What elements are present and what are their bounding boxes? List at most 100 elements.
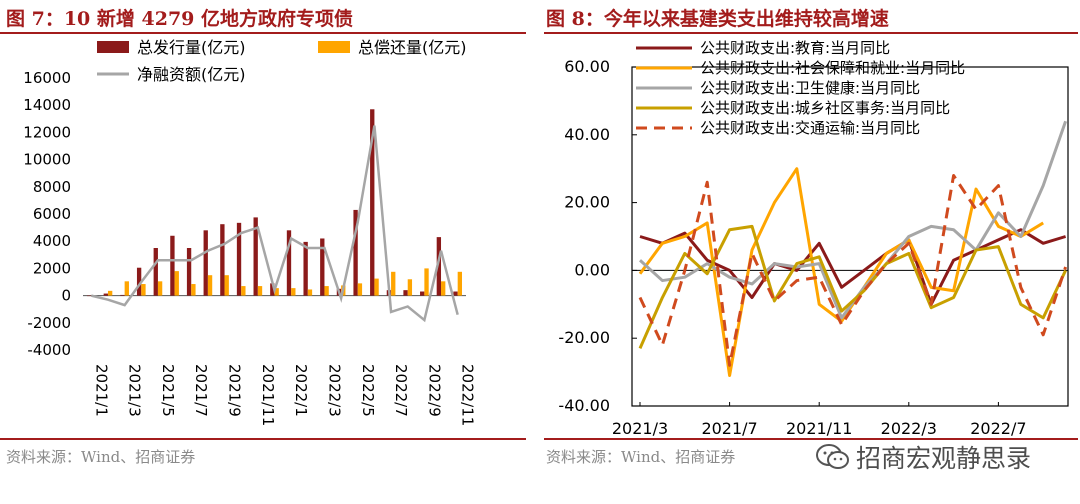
right-chart-title: 图 8：今年以来基建类支出维持较高增速 <box>546 8 889 30</box>
left-bottom-rule <box>0 438 526 440</box>
series-line <box>638 173 1068 367</box>
series-line <box>639 228 1067 306</box>
x-tick-label: 2021/11 <box>786 419 852 438</box>
y-tick-label: 2000 <box>33 259 71 277</box>
line-chart: -40.00 -20.00 0.00 20.00 40.00 60.00 2021/3 202… <box>558 39 1069 438</box>
x-tick-label: 2022/9 <box>425 364 443 417</box>
x-tick-label: 2021/3 <box>126 364 144 417</box>
right-title-rule <box>544 32 1078 34</box>
y-tick-label: -4000 <box>27 341 71 359</box>
bar-total-issuance <box>403 290 408 296</box>
x-tick-label: 2022/11 <box>459 364 477 426</box>
bar-total-repayment <box>124 281 129 296</box>
y-tick-label: -40.00 <box>558 396 610 415</box>
bar-total-repayment <box>391 271 396 296</box>
bar-total-repayment <box>274 288 279 296</box>
bar-total-repayment <box>141 284 146 296</box>
left-chart-title: 图 7：10 新增 4279 亿地方政府专项债 <box>6 8 354 30</box>
x-tick-label: 2022/3 <box>325 364 343 417</box>
bar-total-issuance <box>286 230 292 296</box>
bar-total-repayment <box>257 286 263 296</box>
x-tick-label: 2021/9 <box>226 364 244 417</box>
left-title-rule <box>0 32 526 34</box>
bar-total-issuance <box>270 283 275 296</box>
y-tick-label: 20.00 <box>564 193 610 212</box>
legend-label: 总发行量(亿元) <box>137 38 246 57</box>
bar-total-issuance <box>320 238 325 296</box>
bar-total-issuance <box>170 235 175 296</box>
bar-total-issuance <box>236 222 242 296</box>
bar-total-repayment <box>324 286 329 296</box>
legend-label: 公共财政支出:社会保障和就业:当月同比 <box>700 59 965 77</box>
bar-total-repayment <box>157 281 163 296</box>
bar-total-issuance <box>353 209 358 296</box>
x-tick-label: 2021/1 <box>92 364 110 417</box>
x-tick-label: 2022/7 <box>392 364 410 417</box>
bar-total-issuance <box>253 217 258 296</box>
bar-total-repayment <box>307 289 313 296</box>
bar-total-repayment <box>191 284 196 296</box>
y-tick-label: 0.00 <box>574 260 610 279</box>
legend-label: 净融资额(亿元) <box>137 65 246 84</box>
legend-swatch <box>318 41 350 53</box>
legend-label: 公共财政支出:教育:当月同比 <box>700 39 890 57</box>
y-tick-label: 6000 <box>33 205 71 223</box>
x-tick-label: 2021/7 <box>192 364 210 417</box>
legend-label: 公共财政支出:城乡社区事务:当月同比 <box>700 99 950 117</box>
watermark-text: 招商宏观静思录 <box>856 444 1032 473</box>
y-tick-label: 8000 <box>33 178 71 196</box>
bar-total-repayment <box>241 286 246 296</box>
watermark: 招商宏观静思录 <box>816 440 1078 474</box>
wechat-icon <box>816 444 849 469</box>
bar-total-issuance <box>303 241 308 296</box>
bar-total-issuance <box>103 293 108 296</box>
series-line <box>638 167 1044 377</box>
bar-total-repayment <box>207 275 213 296</box>
bar-total-repayment <box>407 279 413 296</box>
bar-total-repayment <box>291 288 296 296</box>
y-tick-label: 14000 <box>23 96 71 114</box>
x-tick-label: 2022/1 <box>292 364 310 417</box>
x-tick-label: 2021/3 <box>612 419 668 438</box>
series-line <box>638 120 1068 320</box>
bar-total-issuance <box>153 248 158 296</box>
y-tick-label: 0 <box>61 287 71 305</box>
y-tick-label: 16000 <box>23 69 71 87</box>
x-tick-label: 2021/5 <box>159 364 177 417</box>
legend-label: 公共财政支出:交通运输:当月同比 <box>700 119 920 137</box>
bar-total-issuance <box>203 230 208 296</box>
x-tick-label: 2022/5 <box>359 364 377 417</box>
y-tick-label: 12000 <box>23 123 71 141</box>
series-line <box>638 224 1067 349</box>
x-tick-label: 2021/11 <box>259 364 277 426</box>
bar-total-issuance <box>86 295 92 297</box>
line-net-financing <box>91 125 459 323</box>
y-tick-label: 10000 <box>23 151 71 169</box>
bar-chart: -4000 -2000 0 2000 4000 6000 8000 10000 12000 140… <box>23 38 477 426</box>
bar-total-repayment <box>224 275 229 296</box>
bar-total-issuance <box>220 224 225 296</box>
left-source-note: 资料来源：Wind、招商证券 <box>6 448 196 466</box>
bar-total-repayment <box>424 268 429 296</box>
bar-total-repayment <box>107 290 113 296</box>
legend-swatch <box>97 41 129 53</box>
bar-total-repayment <box>174 271 179 296</box>
x-tick-label: 2022/3 <box>881 419 937 438</box>
bar-total-repayment <box>374 278 379 296</box>
legend-label: 总偿还量(亿元) <box>358 38 467 57</box>
y-tick-label: -2000 <box>27 314 71 332</box>
bar-total-issuance <box>420 291 425 296</box>
y-tick-label: -20.00 <box>558 328 610 347</box>
bar-total-repayment <box>357 283 363 296</box>
y-tick-label: 40.00 <box>564 125 610 144</box>
y-tick-label: 60.00 <box>564 57 610 76</box>
x-tick-label: 2021/7 <box>701 419 757 438</box>
bar-total-issuance <box>436 237 442 296</box>
bar-total-issuance <box>136 267 142 296</box>
right-bottom-rule <box>544 438 1078 440</box>
bar-total-issuance <box>120 294 125 296</box>
legend-label: 公共财政支出:卫生健康:当月同比 <box>700 79 920 97</box>
x-tick-label: 2022/7 <box>970 419 1026 438</box>
bar-total-repayment <box>457 271 463 296</box>
bar-total-issuance <box>370 109 375 296</box>
